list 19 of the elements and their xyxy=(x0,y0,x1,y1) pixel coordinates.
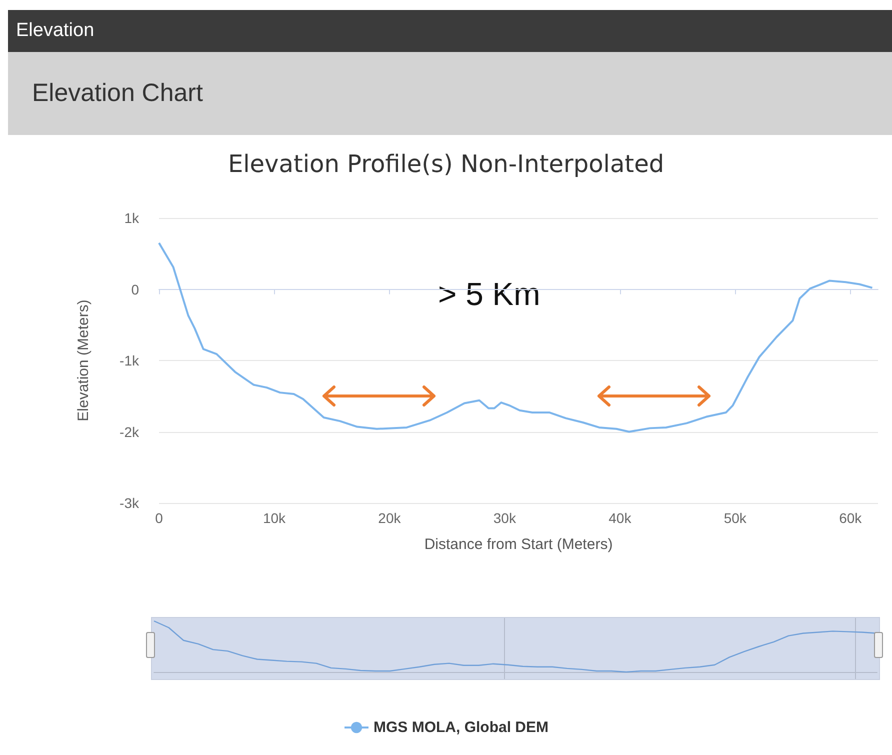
y-tick-label: -1k xyxy=(120,352,140,368)
y-tick-label: 1k xyxy=(124,210,140,226)
y-tick-label: -3k xyxy=(120,495,140,511)
y-axis-title: Elevation (Meters) xyxy=(75,300,92,422)
text: Elevation xyxy=(8,10,892,52)
legend-label: MGS MOLA, Global DEM xyxy=(374,719,548,736)
x-tick-label: 60k xyxy=(839,510,863,526)
y-tick-label: -2k xyxy=(120,424,140,440)
x-tick-label: 10k xyxy=(262,510,287,526)
line-series xyxy=(158,242,874,433)
x-tick-label: 40k xyxy=(608,510,632,526)
x-tick-label: 30k xyxy=(493,510,517,526)
x-axis-title: Distance from Start (Meters) xyxy=(424,536,613,553)
x-tick-label: 20k xyxy=(378,510,402,526)
text: Elevation Chart xyxy=(8,52,892,135)
chart-title: Elevation Profile(s) Non-Interpolated xyxy=(228,150,664,178)
x-tick-label: 50k xyxy=(724,510,748,526)
x-tick-label: 0 xyxy=(155,510,164,526)
y-tick-label: 0 xyxy=(131,281,140,298)
